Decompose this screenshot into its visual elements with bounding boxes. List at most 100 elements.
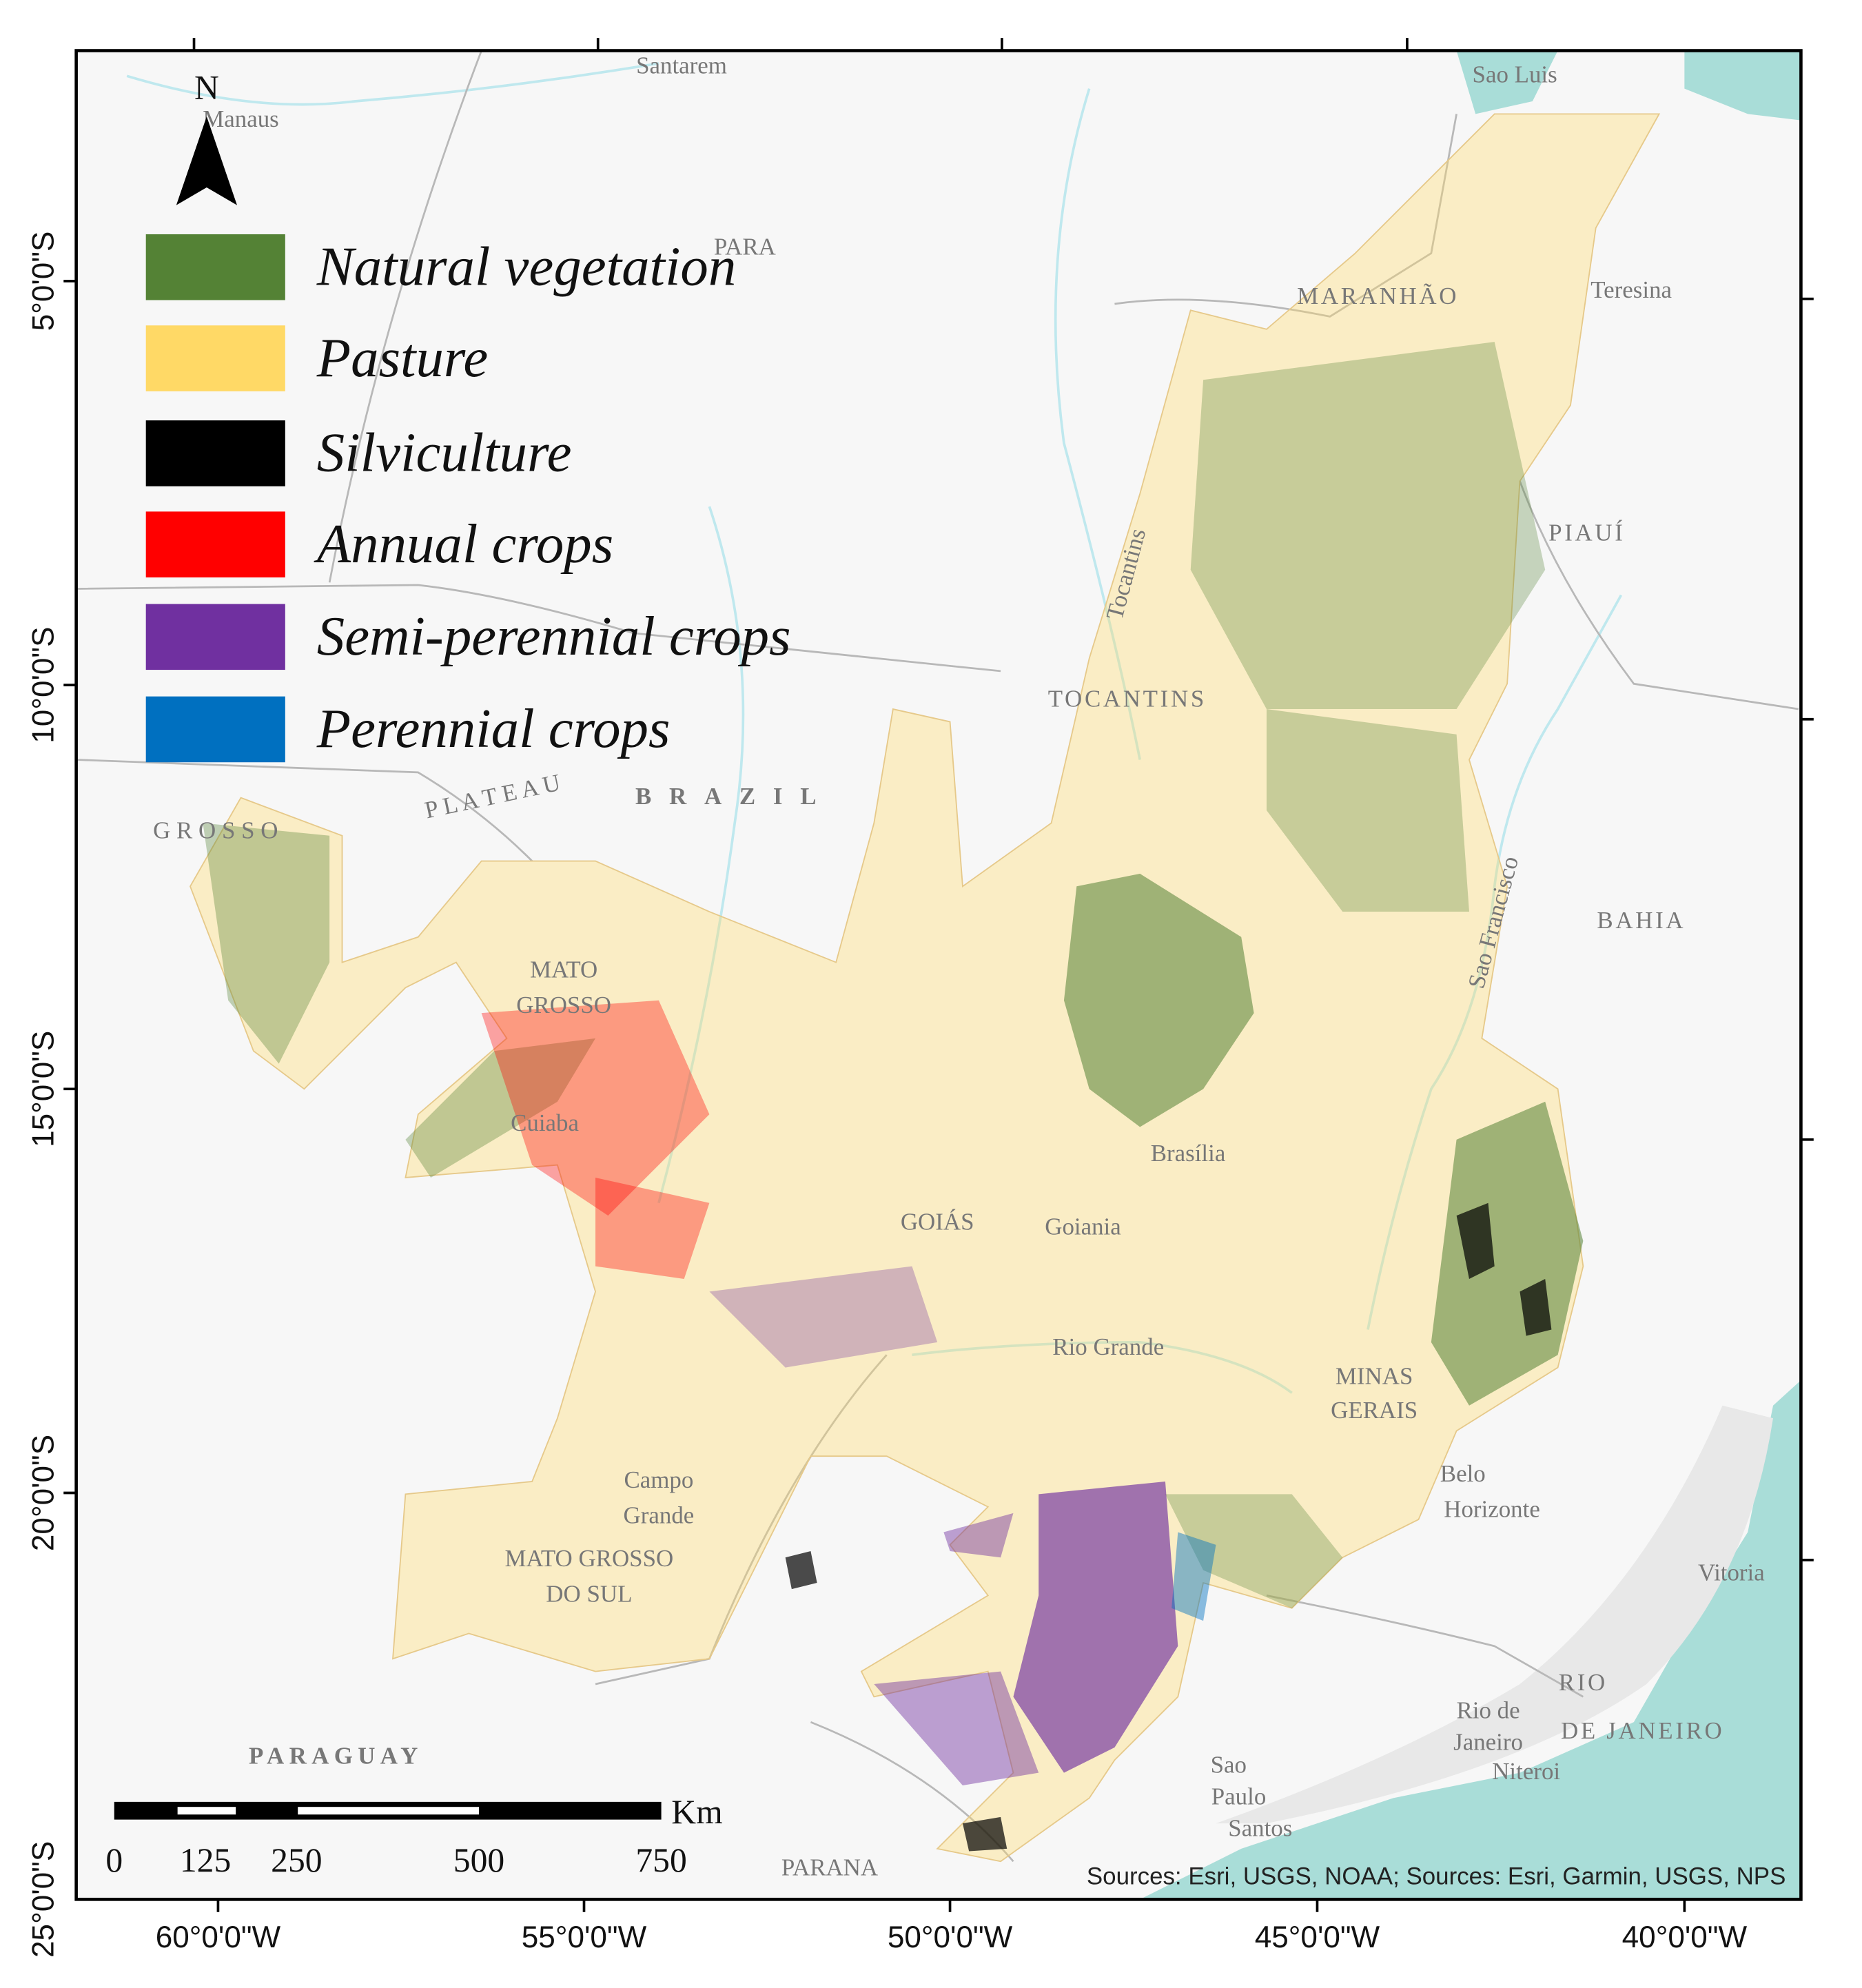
latitude-label: 15°0'0"S [27,1031,61,1147]
legend-swatch [145,325,285,391]
place-label: Santos [1228,1814,1292,1841]
legend-label: Annual crops [314,513,613,575]
land-use-patch [1013,1481,1178,1773]
place-label: BAHIA [1597,907,1686,934]
scale-bar-tick-label: 250 [271,1841,322,1879]
basemap [76,50,1801,1900]
place-label: DO SUL [546,1581,632,1608]
land-use-patch [1172,1532,1216,1621]
land-use-patch [709,1266,938,1368]
place-label: MATO [530,956,597,983]
place-label: BRAZIL [635,783,834,810]
scale-bar-segment [177,1807,236,1815]
map-frame [74,49,1803,1901]
scale-bar-segment [298,1807,479,1815]
land-use-patch [943,1513,1014,1558]
legend-label: Silviculture [317,422,572,484]
north-arrow: N [176,68,238,205]
place-label: Vitoria [1698,1559,1765,1586]
place-label: Rio Grande [1052,1333,1164,1360]
place-label: MARANHÃO [1297,283,1459,309]
scale-bar-tick-label: 125 [180,1841,231,1879]
place-label: Grande [624,1502,695,1529]
legend-label: Semi-perennial crops [317,606,791,667]
scale-bar: 0 125 250 500 750 Km [105,1793,722,1879]
place-label: Manaus [203,105,279,132]
graticule-ticks [63,38,1814,1912]
latitude-label: 5°0'0"S [27,232,61,331]
place-label: G R O S S O [153,817,278,843]
place-label: Goiania [1045,1213,1121,1240]
land-use-patch [785,1551,817,1590]
borders [76,50,1799,1863]
place-label: Cuiaba [511,1109,579,1136]
place-label: PARA [714,233,776,260]
place-label: Campo [624,1466,693,1493]
longitude-label: 55°0'0"W [522,1920,647,1954]
place-label: Niteroi [1492,1758,1560,1785]
land-use-patch [1456,1202,1495,1279]
scale-bar-tick-label: 750 [635,1841,686,1879]
land-use-patch [595,1177,710,1279]
land-use-layer [190,113,1661,1863]
place-label: Horizonte [1444,1495,1540,1522]
place-label: RIO [1559,1669,1608,1696]
place-labels: Santarem Manaus PARA Sao Luis MARANHÃO Teresi… [153,52,1765,1881]
land-use-patch [481,1000,710,1216]
coordinate-labels: 5°0'0"S 10°0'0"S 15°0'0"S 20°0'0"S 25°0'0"S 6… [27,232,1748,1958]
place-label: Brasília [1151,1140,1226,1167]
longitude-label: 45°0'0"W [1255,1920,1380,1954]
place-label: Sao [1211,1752,1247,1779]
place-label: Santarem [636,52,727,79]
place-label: DE JANEIRO [1561,1717,1724,1744]
relief [1216,1405,1773,1824]
latitude-label: 10°0'0"S [27,627,61,744]
legend: Natural vegetation Pasture Silviculture Ann… [145,234,791,763]
land-use-patch [203,823,330,1064]
land [76,50,1801,1900]
land-use-patch [1190,342,1546,710]
north-label: N [194,68,219,106]
longitude-label: 40°0'0"W [1622,1920,1748,1954]
place-label: TOCANTINS [1048,685,1207,712]
legend-swatch [145,234,285,300]
place-label: Belo [1440,1460,1486,1487]
place-label: Rio de [1456,1697,1520,1724]
legend-label: Perennial crops [316,698,671,759]
legend-swatch [145,604,285,670]
land-use-patch [1165,1494,1343,1608]
place-label: Teresina [1590,276,1672,303]
place-label: GERAIS [1331,1397,1418,1424]
scale-bar-tick-label: 500 [453,1841,504,1879]
cerrado-extent [190,113,1661,1863]
place-label: GOIÁS [901,1208,974,1235]
sources: Sources: Esri, USGS, NOAA; Sources: Esri… [1087,1863,1786,1889]
place-label: PARAGUAY [249,1743,423,1770]
latitude-label: 20°0'0"S [27,1435,61,1551]
longitude-label: 50°0'0"W [888,1920,1013,1954]
rivers [126,62,1623,1394]
place-label: PARANA [781,1854,878,1881]
longitude-label: 60°0'0"W [156,1920,281,1954]
legend-swatch [145,511,285,577]
land-use-patch [1520,1278,1552,1336]
land-use-patch [1063,873,1254,1127]
north-arrow-shape [176,116,238,205]
legend-label: Pasture [316,327,489,389]
ocean-north [1456,50,1801,121]
legend-label: Natural vegetation [316,236,736,297]
place-label: MINAS [1336,1362,1413,1389]
place-label: Paulo [1211,1783,1267,1810]
scale-bar-tick-label: 0 [105,1841,123,1879]
land-use-patch [405,1038,596,1178]
place-label: PIAUÍ [1548,520,1625,546]
scale-bar-unit: Km [671,1793,722,1831]
legend-swatch [145,420,285,486]
land-use-patch [874,1671,1039,1785]
ocean-south [1140,1380,1801,1900]
place-label: Janeiro [1453,1729,1523,1756]
place-label: MATO GROSSO [504,1545,673,1572]
place-label: GROSSO [516,992,611,1018]
